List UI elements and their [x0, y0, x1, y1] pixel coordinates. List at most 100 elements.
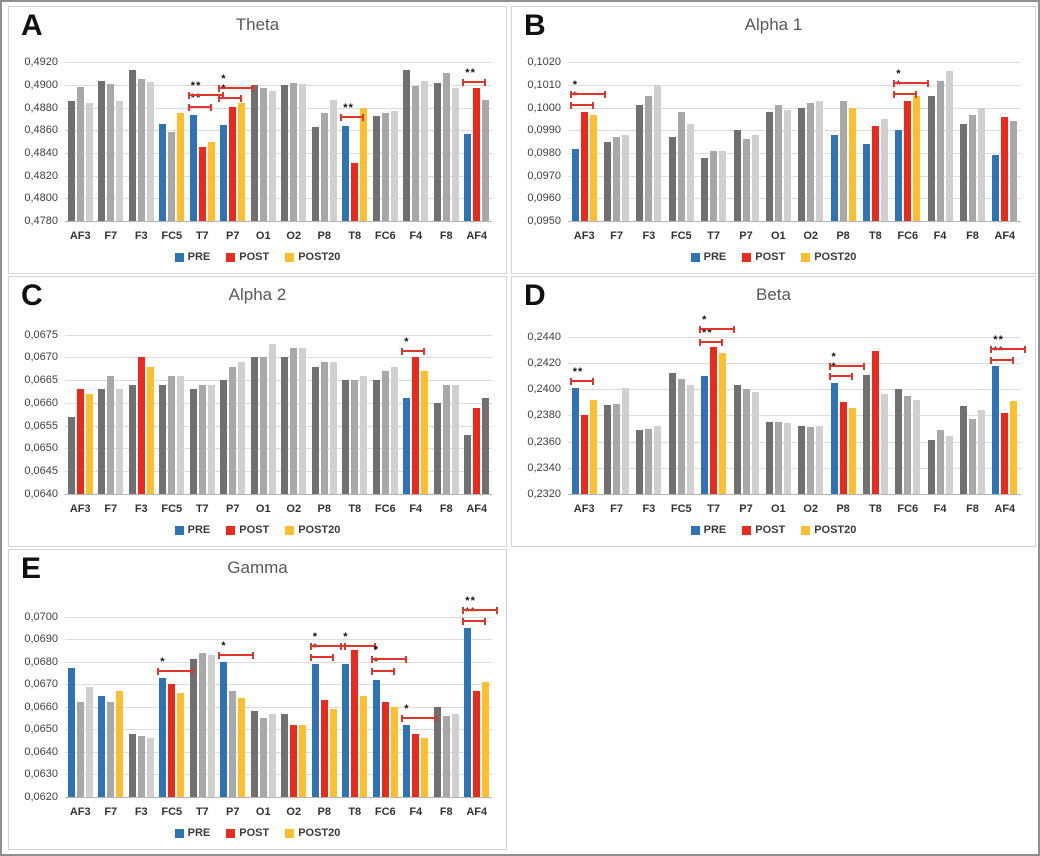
- y-tick-label: 0,0980: [527, 147, 561, 159]
- bar-fc5-post20: [686, 385, 694, 494]
- bar-f8-pre: [433, 402, 441, 494]
- panel-letter: A: [21, 9, 43, 42]
- y-tick-label: 0,1000: [527, 102, 561, 114]
- gridline: [65, 639, 492, 640]
- bar-af3-pre: [67, 668, 75, 797]
- y-tick-label: 0,4900: [24, 79, 58, 91]
- legend-label: POST20: [298, 524, 341, 536]
- bar-p8-post: [320, 362, 328, 494]
- gridline: [65, 752, 492, 753]
- y-tick-label: 0,4820: [24, 170, 58, 182]
- significance-bracket-fc6: [370, 656, 407, 664]
- x-axis-label-fc6: FC6: [374, 503, 396, 515]
- gridline: [65, 130, 492, 131]
- bar-fc6-post: [381, 702, 389, 797]
- gridline: [568, 337, 1021, 338]
- bar-t8-pre: [862, 143, 870, 221]
- x-axis-label-t8: T8: [348, 230, 362, 242]
- x-axis-line: [65, 797, 492, 798]
- significance-bracket-f4: [401, 715, 438, 723]
- bar-p7-post20: [238, 362, 246, 494]
- bar-f7-post20: [116, 691, 124, 797]
- bar-f7-post20: [622, 387, 629, 494]
- x-axis-label-f3: F3: [642, 503, 656, 515]
- x-axis-line: [65, 494, 492, 495]
- bar-f8-pre: [960, 406, 967, 494]
- legend-item-pre: PRE: [174, 524, 210, 536]
- bar-t7-pre: [189, 114, 197, 221]
- bar-f4-pre: [403, 70, 411, 221]
- bracket-line: [701, 341, 722, 343]
- bracket-line: [220, 653, 253, 656]
- y-tick-label: 0,4880: [24, 102, 58, 114]
- bar-t8-pre: [342, 663, 350, 797]
- legend-item-pre: PRE: [690, 251, 727, 263]
- x-axis-label-f4: F4: [933, 503, 947, 515]
- x-axis-label-af3: AF3: [69, 503, 91, 515]
- bar-af4-pre: [992, 365, 1000, 494]
- chart-title: Theta: [235, 15, 280, 34]
- bar-f8-pre: [433, 706, 441, 797]
- significance-stars: **: [190, 80, 202, 93]
- bar-o1-post20: [268, 713, 276, 797]
- bar-t8-post20: [880, 394, 888, 494]
- y-tick-label: 0,0670: [24, 351, 58, 363]
- y-tick-label: 0,4800: [24, 192, 58, 204]
- y-tick-label: 0,0990: [527, 124, 561, 136]
- y-tick-label: 0,0950: [527, 215, 561, 227]
- x-axis-label-p8: P8: [317, 806, 331, 818]
- x-axis-label-o2: O2: [803, 503, 819, 515]
- bar-f3-post20: [654, 85, 662, 221]
- bracket-line: [895, 93, 916, 96]
- panel-theta: A Theta 0,4780 0,4800 0,4820 0,4840 0,4860 0,…: [8, 6, 507, 274]
- bar-af3-post20: [85, 103, 93, 221]
- bar-fc6-post20: [913, 399, 921, 494]
- gridline: [65, 471, 492, 472]
- significance-bracket-af4: [990, 345, 1027, 353]
- significance-stars: *: [373, 655, 380, 668]
- x-axis-label-o1: O1: [255, 230, 271, 242]
- chart-area: 0,0620 0,0630 0,0640 0,0650 0,0660 0,0670 0,06…: [9, 550, 506, 849]
- y-tick-label: 0,0700: [24, 611, 58, 623]
- legend-swatch-icon: [174, 525, 184, 535]
- bar-t7-post: [710, 347, 718, 494]
- bar-af3-pre: [571, 387, 579, 494]
- x-axis-label-f7: F7: [610, 503, 623, 515]
- significance-stars: *: [702, 313, 708, 326]
- gridline: [65, 335, 492, 336]
- x-axis-label-f8: F8: [966, 503, 979, 515]
- bar-o1-pre: [765, 112, 773, 221]
- bar-f3-pre: [636, 429, 644, 494]
- bar-t7-pre: [701, 376, 709, 494]
- x-axis-label-p7: P7: [226, 806, 240, 818]
- gridline: [65, 617, 492, 618]
- bar-t8-post: [351, 650, 359, 797]
- bar-t7-post20: [207, 654, 215, 797]
- bar-o1-post: [774, 421, 782, 494]
- bar-af3-pre: [67, 416, 75, 494]
- legend-swatch-icon: [742, 525, 752, 535]
- legend-item-pre: PRE: [174, 251, 210, 263]
- panel-letter: D: [524, 279, 546, 312]
- bar-f3-post20: [654, 425, 662, 494]
- bar-o1-post20: [783, 109, 791, 221]
- x-axis-label-f7: F7: [104, 806, 118, 818]
- bracket-line: [189, 105, 210, 108]
- legend: PRE POST POST20: [9, 827, 506, 839]
- significance-stars: **: [465, 594, 476, 607]
- legend-label: PRE: [703, 251, 727, 263]
- chart-title: Alpha 1: [744, 15, 803, 34]
- bar-o1-post: [259, 718, 267, 797]
- bar-af4-post: [1001, 116, 1009, 221]
- bar-f8-pre: [960, 123, 967, 221]
- x-axis-label-o2: O2: [286, 503, 302, 515]
- significance-bracket-t7: [699, 339, 724, 346]
- bar-t8-post: [871, 351, 879, 494]
- legend-item-post20: POST20: [801, 524, 856, 536]
- bar-fc6-post: [381, 113, 389, 221]
- x-axis-label-p8: P8: [836, 503, 850, 515]
- x-axis-label-t7: T7: [195, 230, 209, 242]
- bar-o1-post: [774, 105, 782, 221]
- gridline: [568, 415, 1021, 416]
- bar-f4-pre: [403, 398, 411, 494]
